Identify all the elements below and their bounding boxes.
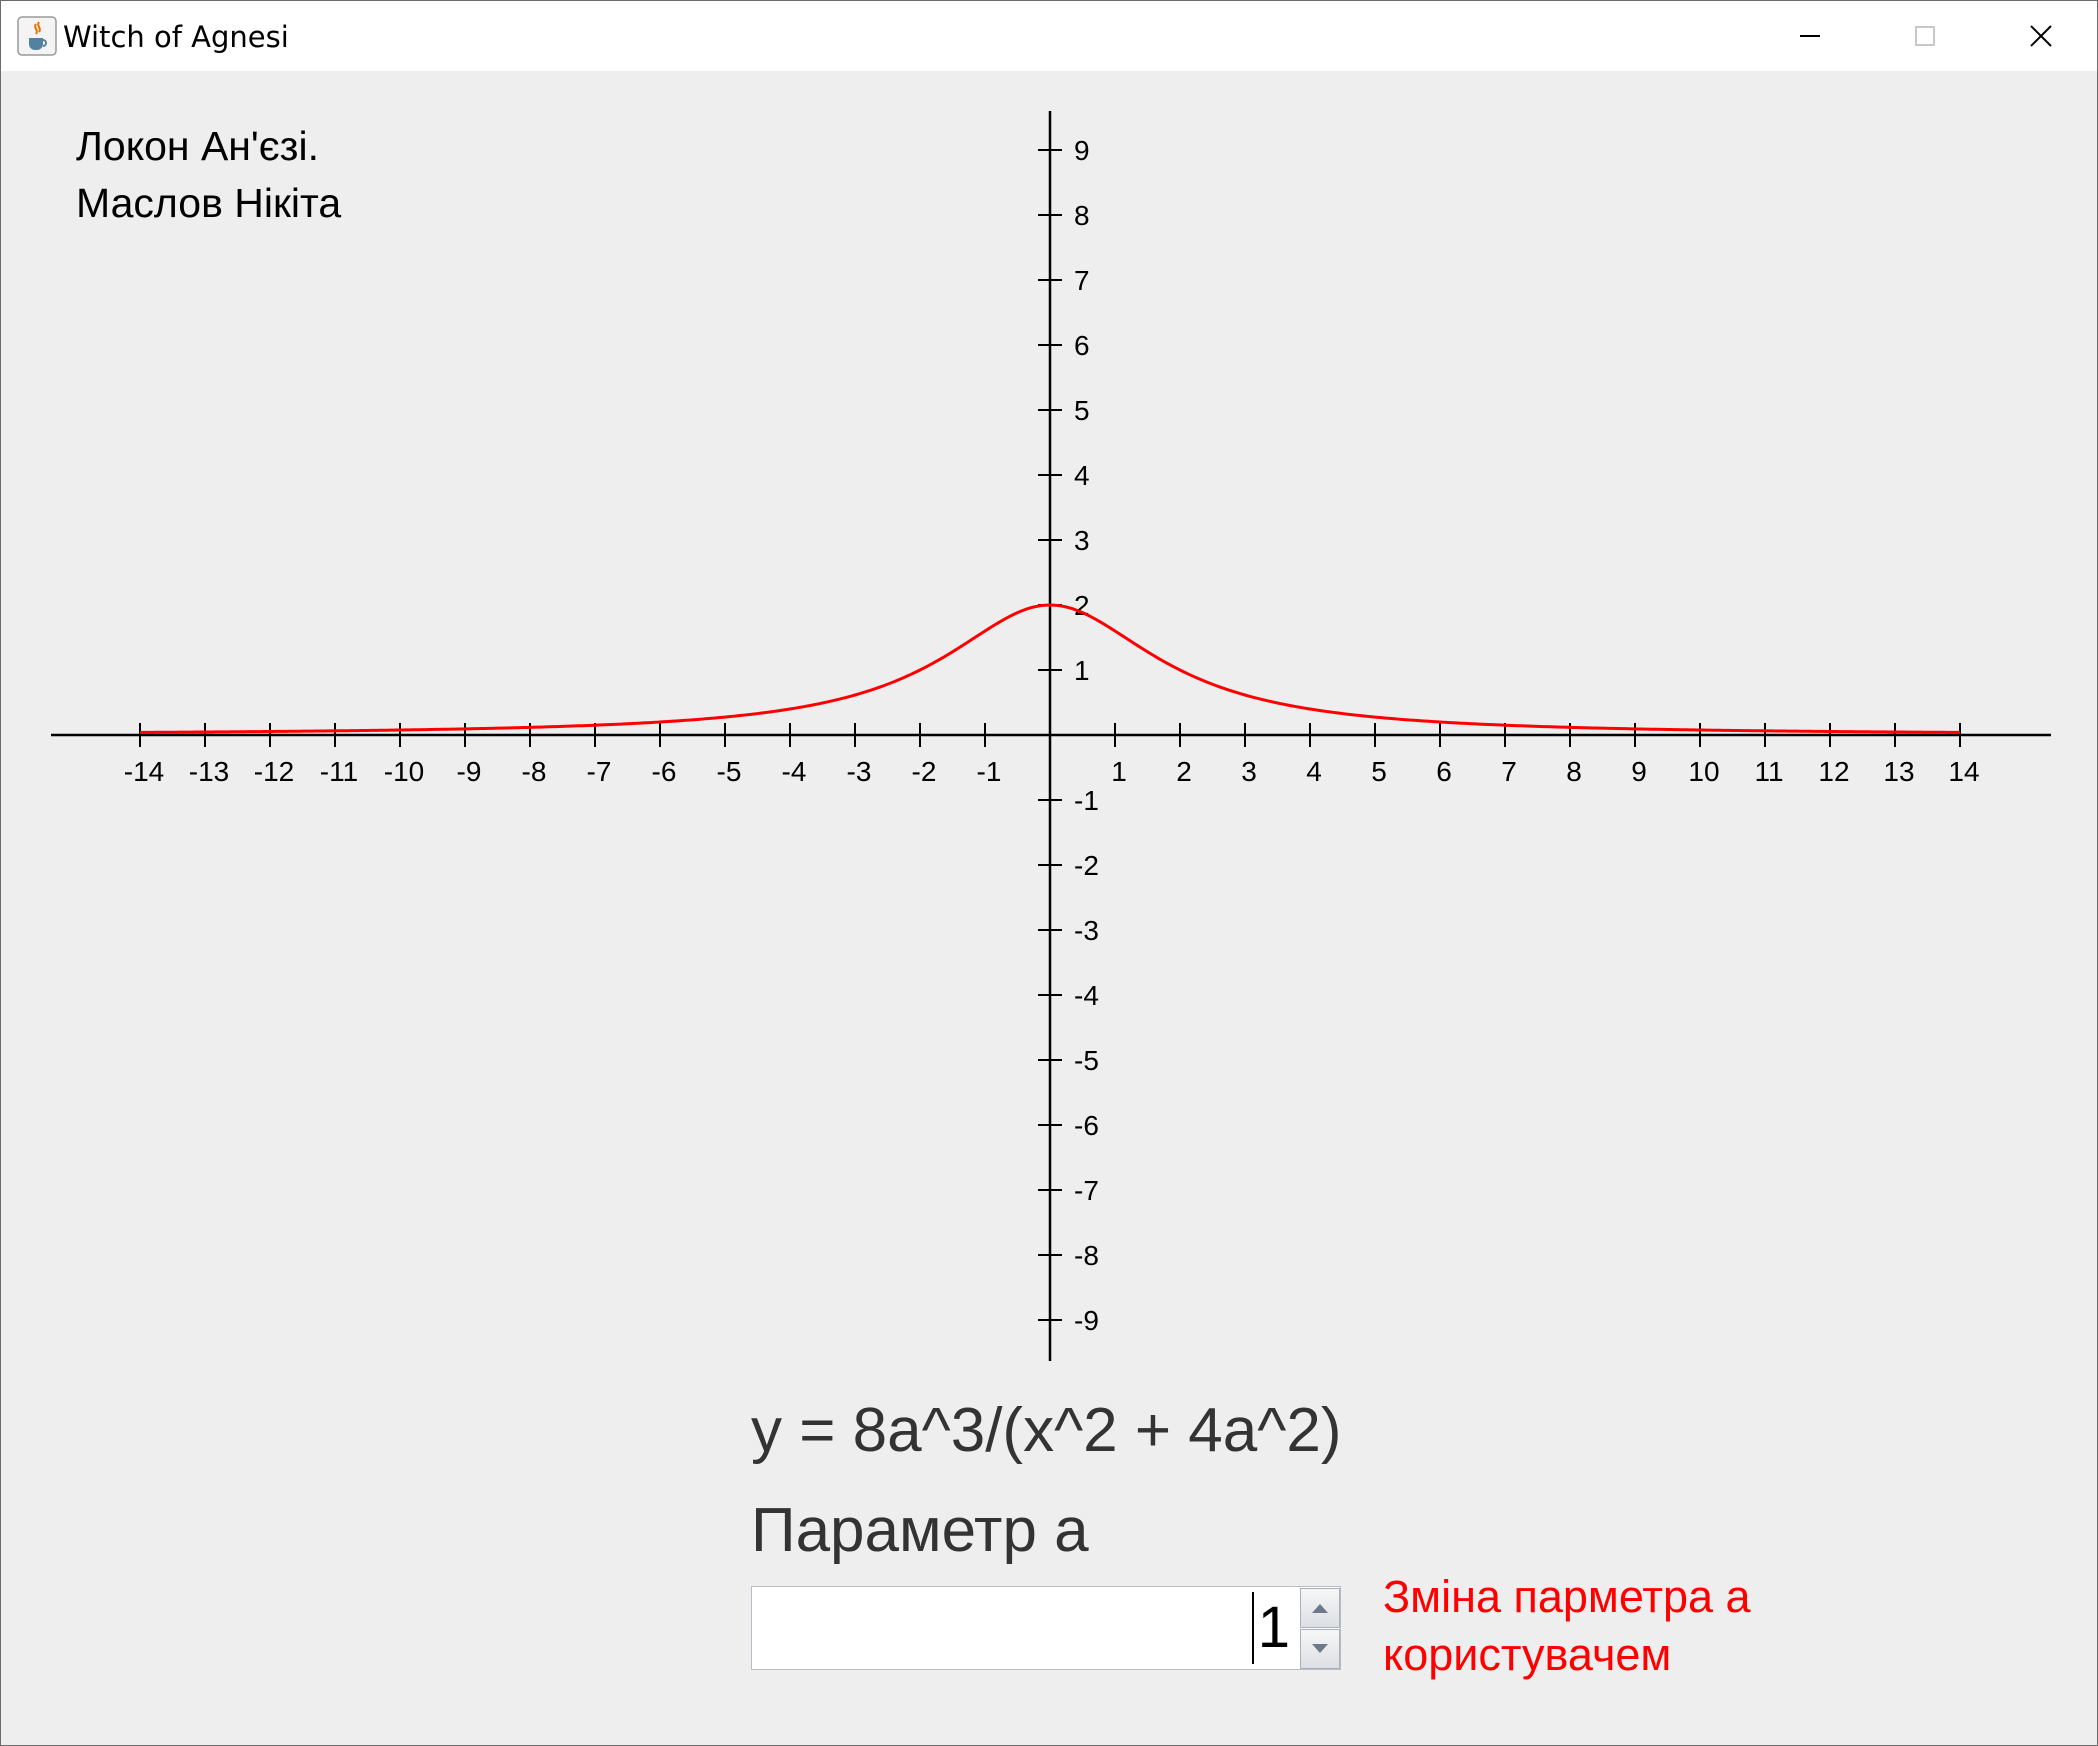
- x-tick-label: -4: [782, 756, 807, 787]
- y-tick-label: -5: [1074, 1045, 1099, 1076]
- x-tick-label: 11: [1754, 756, 1783, 787]
- spinner-down-button[interactable]: [1300, 1629, 1340, 1669]
- parameter-spinner[interactable]: 1: [751, 1586, 1341, 1670]
- x-tick-label: -2: [912, 756, 937, 787]
- x-tick-label: 1: [1111, 756, 1127, 787]
- x-tick-label: -12: [254, 756, 294, 787]
- x-tick-label: -11: [320, 756, 358, 787]
- maximize-button[interactable]: [1867, 1, 1983, 71]
- arrow-down-icon: [1312, 1644, 1328, 1653]
- y-tick-label: -7: [1074, 1175, 1099, 1206]
- y-tick-label: -4: [1074, 980, 1099, 1011]
- x-tick-label: 13: [1883, 756, 1914, 787]
- x-tick-label: -13: [189, 756, 229, 787]
- x-tick-label: 3: [1241, 756, 1257, 787]
- y-tick-label: 7: [1074, 265, 1090, 296]
- y-tick-label: 6: [1074, 330, 1090, 361]
- x-tick-label: 5: [1371, 756, 1387, 787]
- x-tick-label: 2: [1176, 756, 1192, 787]
- x-tick-label: -5: [717, 756, 742, 787]
- y-tick-label: 8: [1074, 200, 1090, 231]
- maximize-icon: [1915, 26, 1935, 46]
- hint-text-line2: користувачем: [1383, 1629, 1672, 1680]
- author-title: Локон Ан'єзі.: [76, 123, 319, 169]
- minimize-icon: [1800, 35, 1820, 37]
- x-tick-label: 7: [1501, 756, 1517, 787]
- java-cup-icon: [17, 16, 57, 56]
- x-tick-label: -3: [847, 756, 872, 787]
- hint-text-line1: Зміна парметра a: [1383, 1571, 1751, 1622]
- window-title: Witch of Agnesi: [63, 20, 289, 54]
- x-tick-label: 4: [1306, 756, 1322, 787]
- x-tick-label: -10: [384, 756, 424, 787]
- close-icon: [2030, 25, 2052, 47]
- x-tick-label: -1: [977, 756, 1002, 787]
- y-tick-label: 1: [1074, 655, 1090, 686]
- x-tick-label: -9: [457, 756, 482, 787]
- arrow-up-icon: [1312, 1604, 1328, 1613]
- x-tick-label: -6: [652, 756, 677, 787]
- spinner-up-button[interactable]: [1300, 1588, 1340, 1628]
- y-tick-label: 9: [1074, 135, 1090, 166]
- x-tick-label: -7: [587, 756, 612, 787]
- content-panel: -14 -13 -12 -11 -10 -9 -8 -7 -6 -5 -4 -3 -2 -1 1 2 3 4 5 6 7…: [1, 71, 2097, 1745]
- title-bar[interactable]: Witch of Agnesi: [1, 1, 2097, 71]
- y-tick-label: -3: [1074, 915, 1099, 946]
- agnesi-plot: -14 -13 -12 -11 -10 -9 -8 -7 -6 -5 -4 -3 -2 -1 1 2 3 4 5 6 7…: [51, 111, 2051, 1361]
- y-tick-label: 3: [1074, 525, 1090, 556]
- y-tick-label: 4: [1074, 460, 1090, 491]
- x-tick-label: 10: [1688, 756, 1719, 787]
- x-tick-label: 14: [1948, 756, 1979, 787]
- x-tick-label: 12: [1818, 756, 1849, 787]
- x-tick-label: -14: [124, 756, 164, 787]
- y-tick-label: 5: [1074, 395, 1090, 426]
- x-tick-label: -8: [522, 756, 547, 787]
- x-tick-label: 6: [1436, 756, 1452, 787]
- y-tick-label: -2: [1074, 850, 1099, 881]
- x-tick-label: 9: [1631, 756, 1647, 787]
- close-button[interactable]: [1983, 1, 2097, 71]
- agnesi-curve: [139, 603, 1961, 734]
- x-tick-label: 8: [1566, 756, 1582, 787]
- minimize-button[interactable]: [1751, 1, 1867, 71]
- y-tick-label: -8: [1074, 1240, 1099, 1271]
- formula-label: y = 8a^3/(x^2 + 4a^2): [751, 1396, 1342, 1465]
- parameter-label: Параметр a: [751, 1496, 1089, 1565]
- author-name: Маслов Нікіта: [76, 180, 342, 226]
- y-tick-label: -1: [1074, 785, 1099, 816]
- y-tick-label: -9: [1074, 1305, 1099, 1336]
- y-tick-label: -6: [1074, 1110, 1099, 1141]
- parameter-input[interactable]: 1: [1251, 1592, 1290, 1664]
